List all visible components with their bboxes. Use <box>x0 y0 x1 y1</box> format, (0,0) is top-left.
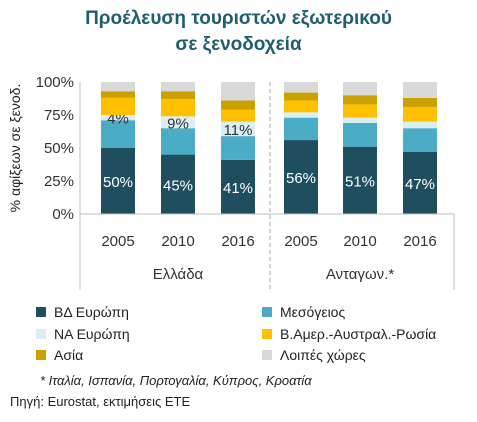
legend-swatch <box>262 350 272 360</box>
data-label: 51% <box>345 173 375 190</box>
legend-label: ΒΔ Ευρώπη <box>54 304 129 320</box>
bar-segment <box>101 120 135 148</box>
data-label: 9% <box>167 115 189 132</box>
bar-segment <box>221 136 255 160</box>
legend-label: Μεσόγειος <box>280 304 346 320</box>
bar-segment <box>403 107 437 122</box>
bar-segment <box>161 82 195 92</box>
x-tick-label: 2010 <box>343 233 376 250</box>
data-label: 50% <box>103 174 133 191</box>
source-note: Πηγή: Eurostat, εκτιμήσεις ΕΤΕ <box>10 394 191 409</box>
x-tick-label: 2005 <box>101 233 134 250</box>
bar-segment <box>161 154 195 214</box>
bar-segment <box>101 115 135 121</box>
chart-title-line-1: Προέλευση τουριστών εξωτερικού <box>85 8 392 29</box>
bar-segment <box>101 148 135 214</box>
bar-segment <box>403 151 437 214</box>
legend-swatch <box>36 350 46 360</box>
bar-segment <box>403 97 437 108</box>
legend-swatch <box>262 329 272 339</box>
bar-segment <box>284 100 318 113</box>
x-tick-label: 2016 <box>221 233 254 250</box>
bar-segment <box>403 121 437 129</box>
bar-segment <box>343 122 377 147</box>
legend-item-asia: Ασία <box>36 347 83 363</box>
y-tick-label: 75% <box>44 107 74 124</box>
bar-segment <box>221 82 255 101</box>
bar-segment <box>343 146 377 214</box>
legend-label: Λοιπές χώρες <box>280 347 366 363</box>
bar-segment <box>161 116 195 129</box>
bar-segment <box>284 140 318 214</box>
bar-segment <box>101 97 135 115</box>
y-tick-label: 100% <box>36 74 74 91</box>
footnote: * Ιταλία, Ισπανία, Πορτογαλία, Κύπρος, Κ… <box>40 373 312 388</box>
bar-segment <box>161 91 195 100</box>
legend-item-mediterranean: Μεσόγειος <box>262 304 345 320</box>
bar-segment <box>403 128 437 152</box>
legend-label: ΝΑ Ευρώπη <box>54 326 130 342</box>
group-label: Ελλάδα <box>153 266 204 283</box>
chart-title-line-2: σε ξενοδοχεία <box>175 34 302 55</box>
data-label: 47% <box>405 176 435 193</box>
y-tick-label: 25% <box>44 173 74 190</box>
legend-swatch <box>262 307 272 317</box>
bar-segment <box>221 100 255 110</box>
group-label: Ανταγων.* <box>326 266 394 283</box>
y-tick-label: 50% <box>44 140 74 157</box>
bar-segment <box>343 82 377 96</box>
legend-label: Β.Αμερ.-Αυστραλ.-Ρωσία <box>280 326 437 342</box>
bar-segment <box>284 117 318 141</box>
legend-item-nw-europe: ΒΔ Ευρώπη <box>36 304 129 320</box>
data-label: 56% <box>286 170 316 187</box>
legend-item-other-countries: Λοιπές χώρες <box>262 347 366 363</box>
data-label: 11% <box>224 122 253 139</box>
bar-segment <box>221 109 255 122</box>
bar-segment <box>221 121 255 137</box>
bar-segment <box>284 92 318 101</box>
bar-segment <box>101 91 135 98</box>
chart-title: Προέλευση τουριστών εξωτερικού σε ξενοδο… <box>0 6 477 58</box>
bar-segment <box>343 95 377 105</box>
legend-item-namerica-australia-russia: Β.Αμερ.-Αυστραλ.-Ρωσία <box>262 326 436 342</box>
bar-segment <box>343 117 377 123</box>
data-label: 45% <box>163 177 193 194</box>
legend-item-se-europe: ΝΑ Ευρώπη <box>36 326 130 342</box>
bar-segment <box>221 159 255 214</box>
legend-swatch <box>36 307 46 317</box>
stacked-bar-chart: 0%25%50%75%100%% αφίξεων σε ξενοδ. 50%4%2… <box>7 74 455 290</box>
y-tick-label: 0% <box>52 206 74 223</box>
bar-segment <box>284 82 318 93</box>
bar-segment <box>284 112 318 118</box>
bar-segment <box>343 104 377 118</box>
x-tick-label: 2016 <box>403 233 436 250</box>
data-label: 41% <box>223 180 253 197</box>
bar-segment <box>161 128 195 155</box>
bar-segment <box>161 99 195 117</box>
legend-label: Ασία <box>54 347 84 363</box>
x-tick-label: 2005 <box>284 233 317 250</box>
bar-segment <box>101 82 135 92</box>
bar-segment <box>403 82 437 98</box>
legend-swatch <box>36 329 46 339</box>
y-axis-title: % αφίξεων σε ξενοδ. <box>7 84 23 213</box>
x-tick-label: 2010 <box>161 233 194 250</box>
